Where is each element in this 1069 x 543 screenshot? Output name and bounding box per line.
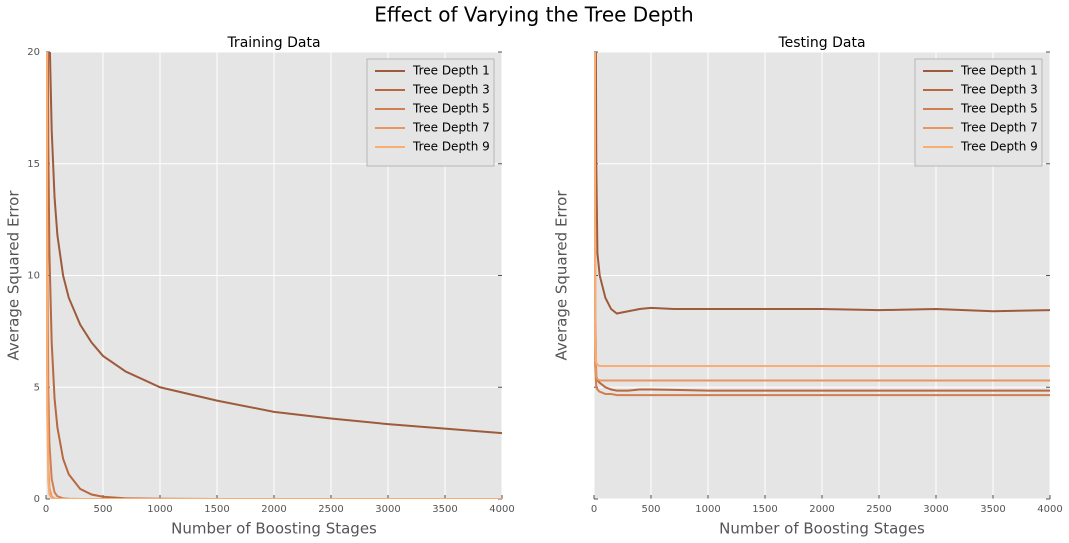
x-tick-label: 3500 — [432, 504, 457, 515]
series-line — [594, 52, 1050, 382]
legend-label: Tree Depth 7 — [412, 121, 490, 135]
series-line — [594, 52, 1050, 368]
x-tick-label: 3000 — [923, 504, 948, 515]
series-line — [46, 52, 502, 499]
legend-label: Tree Depth 1 — [960, 64, 1038, 78]
y-tick-label: 10 — [27, 271, 40, 282]
subplot: 0 500 1000 1500 2000 2500 3000 3500 4000 0 5 10 15 20… — [5, 35, 515, 538]
y-axis-label: Average Squared Error — [5, 190, 23, 361]
series-line — [594, 52, 1050, 315]
legend-label: Tree Depth 1 — [412, 64, 490, 78]
subplot-title: Training Data — [226, 35, 320, 51]
legend-label: Tree Depth 3 — [960, 83, 1038, 97]
x-tick-label: 2500 — [866, 504, 891, 515]
x-tick-label: 0 — [591, 504, 597, 515]
y-tick-label: 15 — [27, 159, 40, 170]
x-tick-label: 4000 — [489, 504, 514, 515]
x-tick-label: 4000 — [1037, 504, 1062, 515]
y-tick-label: 20 — [27, 47, 40, 58]
x-axis-label: Number of Boosting Stages — [719, 520, 925, 538]
x-tick-label: 2000 — [261, 504, 286, 515]
legend-label: Tree Depth 9 — [960, 140, 1038, 154]
subplot: 0 500 1000 1500 2000 2500 3000 3500 4000 Testing … — [553, 35, 1063, 538]
y-tick-label: 0 — [34, 494, 40, 505]
legend-label: Tree Depth 5 — [412, 102, 490, 116]
legend-label: Tree Depth 5 — [960, 102, 1038, 116]
x-tick-label: 500 — [641, 504, 660, 515]
series-line — [594, 52, 1050, 392]
x-tick-label: 1500 — [204, 504, 229, 515]
x-tick-label: 3500 — [980, 504, 1005, 515]
x-axis-label: Number of Boosting Stages — [171, 520, 377, 538]
legend-box — [914, 58, 1043, 167]
series-line — [594, 52, 1050, 397]
y-axis-label: Average Squared Error — [553, 190, 571, 361]
legend-box — [366, 58, 495, 167]
legend-label: Tree Depth 9 — [412, 140, 490, 154]
x-tick-label: 1000 — [695, 504, 720, 515]
x-tick-label: 0 — [43, 504, 49, 515]
x-tick-label: 2500 — [318, 504, 343, 515]
series-line — [46, 52, 502, 499]
series-line — [48, 52, 502, 435]
x-tick-label: 500 — [93, 504, 112, 515]
figure-title: Effect of Varying the Tree Depth — [374, 3, 693, 27]
y-tick-label: 5 — [34, 382, 40, 393]
x-tick-label: 1500 — [752, 504, 777, 515]
x-tick-label: 3000 — [375, 504, 400, 515]
subplot-title: Testing Data — [777, 35, 865, 51]
legend-label: Tree Depth 7 — [960, 121, 1038, 135]
series-line — [46, 52, 502, 499]
x-tick-label: 1000 — [147, 504, 172, 515]
x-tick-label: 2000 — [809, 504, 834, 515]
legend-label: Tree Depth 3 — [412, 83, 490, 97]
